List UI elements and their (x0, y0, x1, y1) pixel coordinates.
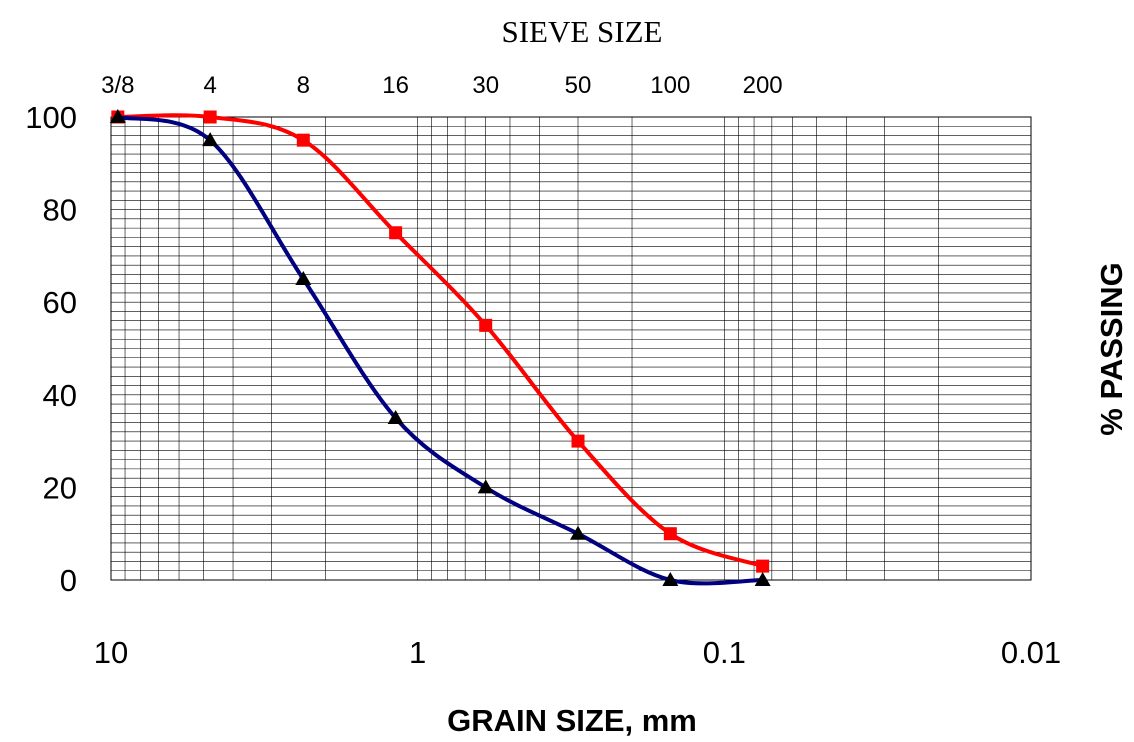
data-point-triangle (202, 132, 219, 147)
data-point-triangle (109, 109, 126, 123)
series-layer (109, 109, 771, 586)
data-point-triangle (387, 409, 404, 424)
y-tick-label: 80 (43, 193, 77, 228)
series-line (117, 113, 764, 568)
sieve-size-label: 200 (743, 72, 783, 99)
sieve-size-label: 50 (565, 72, 592, 99)
x-tick-label: 0.1 (703, 635, 746, 670)
sieve-size-label: 100 (650, 72, 690, 99)
tick-labels: 0 20 40 60 80 100 10 1 0.1 0.01 3/8 4 8 16 30 50 100 200 (25, 72, 1061, 670)
x-tick-label: 1 (409, 635, 426, 670)
data-point-square (663, 527, 677, 541)
data-point-triangle (662, 572, 679, 586)
x-tick-label: 0.01 (1001, 635, 1061, 670)
series-line (117, 115, 763, 586)
data-point-triangle (570, 525, 587, 540)
y-tick-label: 20 (43, 470, 77, 505)
sieve-size-label: 3/8 (101, 72, 134, 99)
sieve-size-label: 4 (203, 72, 216, 99)
data-point-square (389, 226, 403, 240)
sieve-size-label: 16 (382, 72, 409, 99)
grid (111, 116, 1032, 581)
y-tick-label: 0 (60, 563, 77, 598)
data-point-square (296, 133, 310, 147)
chart-title: SIEVE SIZE (501, 14, 662, 49)
y-tick-label: 40 (43, 378, 77, 413)
sieve-size-label: 30 (472, 72, 499, 99)
data-point-triangle (754, 572, 771, 586)
data-point-triangle (477, 479, 494, 494)
data-point-square (756, 559, 770, 573)
data-point-square (203, 110, 217, 124)
data-point-square (479, 318, 493, 332)
x-tick-label: 10 (94, 635, 128, 670)
y-tick-label: 100 (25, 100, 77, 135)
data-point-square (571, 434, 585, 448)
y-tick-label: 60 (43, 285, 77, 320)
data-point-triangle (295, 271, 312, 286)
sieve-size-label: 8 (297, 72, 310, 99)
plot-frame (110, 116, 1032, 581)
x-axis-label: GRAIN SIZE, mm (447, 703, 697, 738)
y-axis-label: % PASSING (1094, 262, 1129, 435)
